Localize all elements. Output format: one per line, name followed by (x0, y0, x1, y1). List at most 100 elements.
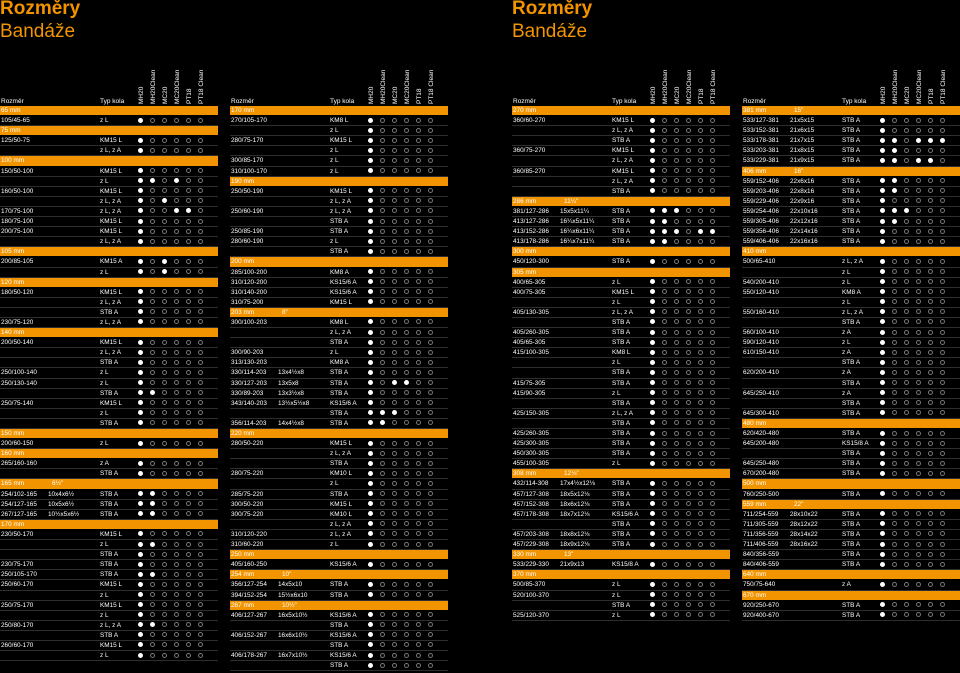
unavailable-dot-icon (710, 380, 715, 386)
tire-size: 760/250-500 (743, 490, 779, 498)
tire-size: 267/127-165 (1, 510, 37, 518)
table-row: 360/85-270 KM15 L (512, 167, 730, 177)
available-dot-icon (650, 289, 655, 295)
table-row: z L (0, 177, 218, 187)
section-size: 170 mm (1, 520, 25, 528)
wheel-type: z L, z A (100, 207, 121, 215)
unavailable-dot-icon (162, 410, 167, 416)
unavailable-dot-icon (404, 157, 409, 163)
unavailable-dot-icon (416, 157, 421, 163)
unavailable-dot-icon (698, 339, 703, 345)
unavailable-dot-icon (928, 440, 933, 446)
table-row: z L, z A (0, 146, 218, 157)
wheel-type: STB A (842, 450, 861, 458)
unavailable-dot-icon (428, 329, 433, 335)
table-row: z L, z A (230, 449, 448, 460)
table-row: 200/75-100 KM15 L (0, 227, 218, 238)
unavailable-dot-icon (904, 137, 909, 143)
unavailable-dot-icon (940, 319, 945, 325)
unavailable-dot-icon (186, 400, 191, 406)
unavailable-dot-icon (416, 561, 421, 567)
available-dot-icon (674, 208, 679, 214)
unavailable-dot-icon (674, 258, 679, 264)
table-row: 405/65-305 STB A (512, 338, 730, 349)
tire-size: 406/178-267 (231, 652, 267, 660)
unavailable-dot-icon (916, 602, 921, 608)
unavailable-dot-icon (150, 299, 155, 305)
wheel-type: z A (842, 349, 851, 357)
unavailable-dot-icon (916, 269, 921, 274)
available-dot-icon (150, 491, 155, 497)
available-dot-icon (138, 349, 143, 355)
available-dot-icon (368, 491, 373, 497)
unavailable-dot-icon (380, 450, 385, 456)
wheel-type: STB A (842, 207, 861, 215)
unavailable-dot-icon (904, 309, 909, 315)
unavailable-dot-icon (174, 642, 179, 648)
wheel-type: KM15 L (100, 218, 123, 226)
wheel-type: z A (842, 581, 851, 589)
available-dot-icon (138, 652, 143, 658)
tire-size: 500/85-370 (513, 581, 546, 589)
header-compound-label: MH20Clean (892, 69, 899, 104)
unavailable-dot-icon (674, 592, 679, 597)
section-header: 308 mm 12⅛" (512, 469, 730, 480)
unavailable-dot-icon (928, 410, 933, 416)
wheel-type: STB A (330, 591, 349, 599)
header-compound: MC20Clean (912, 66, 924, 104)
available-dot-icon (650, 359, 655, 365)
wheel-type: z L (612, 581, 621, 589)
unavailable-dot-icon (698, 188, 703, 194)
wheel-type: STB A (842, 601, 861, 609)
unavailable-dot-icon (404, 238, 409, 244)
unavailable-dot-icon (150, 440, 155, 446)
unavailable-dot-icon (916, 289, 921, 295)
unavailable-dot-icon (710, 420, 715, 426)
table-row: 280/60-190 z L (230, 237, 448, 248)
table-row: 300/75-220 KM10 L (230, 510, 448, 520)
unavailable-dot-icon (174, 410, 179, 416)
unavailable-dot-icon (686, 258, 691, 264)
table-row: 670/200-480 STB A (742, 469, 960, 480)
unavailable-dot-icon (186, 238, 191, 244)
available-dot-icon (650, 157, 655, 163)
header-compound-label: MC20Clean (916, 69, 923, 104)
unavailable-dot-icon (928, 602, 933, 608)
unavailable-dot-icon (150, 218, 155, 224)
tire-size: 840/406-559 (743, 561, 779, 569)
unavailable-dot-icon (674, 339, 679, 345)
available-dot-icon (162, 269, 167, 274)
unavailable-dot-icon (904, 299, 909, 305)
available-dot-icon (150, 501, 155, 507)
unavailable-dot-icon (674, 157, 679, 163)
tire-size: 750/75-640 (743, 581, 776, 589)
unavailable-dot-icon (186, 228, 191, 234)
unavailable-dot-icon (162, 168, 167, 174)
available-dot-icon (174, 208, 179, 214)
unavailable-dot-icon (174, 491, 179, 497)
unavailable-dot-icon (892, 410, 897, 416)
unavailable-dot-icon (416, 541, 421, 547)
table-row: STB A (230, 409, 448, 419)
unavailable-dot-icon (428, 592, 433, 597)
unavailable-dot-icon (928, 359, 933, 365)
header-compound: MH20 (364, 66, 376, 104)
unavailable-dot-icon (892, 400, 897, 406)
unavailable-dot-icon (674, 491, 679, 497)
unavailable-dot-icon (940, 602, 945, 608)
wheel-type: STB A (842, 470, 861, 478)
unavailable-dot-icon (674, 400, 679, 406)
unavailable-dot-icon (150, 269, 155, 274)
unavailable-dot-icon (186, 571, 191, 577)
unavailable-dot-icon (940, 127, 945, 133)
tire-size: 455/100-305 (513, 460, 549, 468)
tire-size: 432/114-308 (513, 480, 549, 488)
header-compound: PT18 (412, 66, 424, 104)
wheel-type: STB A (842, 460, 861, 468)
unavailable-dot-icon (710, 208, 715, 214)
unavailable-dot-icon (428, 238, 433, 244)
available-dot-icon (368, 592, 373, 597)
wheel-type: z L (100, 611, 109, 619)
wheel-type: STB A (612, 419, 631, 427)
wheel-type: z L, z A (612, 157, 633, 165)
